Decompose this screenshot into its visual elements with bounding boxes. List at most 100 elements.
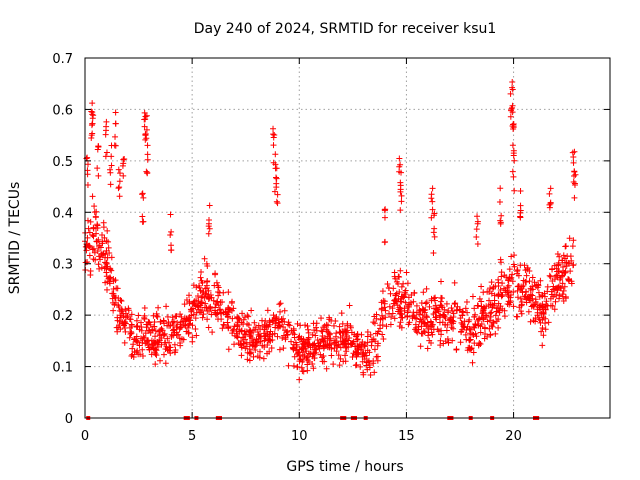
data-point xyxy=(306,350,313,357)
data-point xyxy=(146,346,153,353)
spike-point xyxy=(168,228,175,235)
data-point xyxy=(374,342,381,349)
data-point xyxy=(343,329,350,336)
data-point xyxy=(451,300,458,307)
data-point xyxy=(358,331,365,338)
data-point xyxy=(534,306,541,313)
data-point xyxy=(205,324,212,331)
data-point xyxy=(246,327,253,334)
data-point xyxy=(279,335,286,342)
data-point xyxy=(460,323,467,330)
data-point xyxy=(464,309,471,316)
data-point xyxy=(347,324,354,331)
data-point xyxy=(470,323,477,330)
data-point xyxy=(338,310,345,317)
data-point xyxy=(246,346,253,353)
data-point xyxy=(260,355,267,362)
data-point xyxy=(478,320,485,327)
data-point xyxy=(535,289,542,296)
data-point xyxy=(489,301,496,308)
data-point xyxy=(542,303,549,310)
data-point xyxy=(383,323,390,330)
spike-point xyxy=(274,191,281,198)
data-point xyxy=(170,318,177,325)
data-point xyxy=(337,344,344,351)
data-point xyxy=(326,314,333,321)
spike-point xyxy=(428,195,435,202)
data-point xyxy=(290,362,297,369)
data-point xyxy=(169,322,176,329)
data-point xyxy=(490,319,497,326)
data-point xyxy=(382,307,389,314)
data-point xyxy=(458,329,465,336)
data-point xyxy=(364,328,371,335)
data-point xyxy=(475,342,482,349)
data-point xyxy=(417,316,424,323)
data-point xyxy=(165,319,172,326)
data-point xyxy=(129,351,136,358)
data-point xyxy=(143,338,150,345)
data-point xyxy=(98,264,105,271)
data-point xyxy=(463,336,470,343)
data-point xyxy=(86,252,93,259)
spike-point xyxy=(117,170,124,177)
data-point xyxy=(120,320,127,327)
data-point xyxy=(225,289,232,296)
data-point xyxy=(531,279,538,286)
data-point xyxy=(354,351,361,358)
data-point xyxy=(215,302,222,309)
data-point xyxy=(421,309,428,316)
data-point xyxy=(471,340,478,347)
data-point xyxy=(268,345,275,352)
data-point xyxy=(387,321,394,328)
data-point xyxy=(448,305,455,312)
data-point xyxy=(229,330,236,337)
spike-point xyxy=(115,166,122,173)
data-point xyxy=(422,300,429,307)
spike-point xyxy=(89,130,96,137)
data-point xyxy=(433,305,440,312)
data-point xyxy=(139,346,146,353)
y-tick-label: 0 xyxy=(65,412,73,427)
data-points xyxy=(82,79,579,420)
data-point xyxy=(134,339,141,346)
data-point xyxy=(106,274,113,281)
data-point xyxy=(146,319,153,326)
data-point xyxy=(342,358,349,365)
data-point xyxy=(309,360,316,367)
data-point xyxy=(195,306,202,313)
spike-point xyxy=(139,218,146,225)
data-point xyxy=(424,345,431,352)
data-point xyxy=(190,282,197,289)
data-point xyxy=(397,267,404,274)
data-point xyxy=(514,294,521,301)
data-point xyxy=(434,326,441,333)
data-point xyxy=(364,366,371,373)
data-point xyxy=(438,327,445,334)
data-point xyxy=(470,331,477,338)
data-point xyxy=(276,346,283,353)
data-point xyxy=(247,328,254,335)
data-point xyxy=(97,256,104,263)
data-point xyxy=(428,340,435,347)
data-point xyxy=(207,303,214,310)
spike-point xyxy=(571,173,578,180)
data-point xyxy=(186,292,193,299)
data-point xyxy=(559,291,566,298)
data-point xyxy=(176,335,183,342)
data-point xyxy=(378,312,385,319)
data-point xyxy=(239,334,246,341)
spike-point xyxy=(510,173,517,180)
data-point xyxy=(552,298,559,305)
data-point xyxy=(484,318,491,325)
data-point xyxy=(529,295,536,302)
data-point xyxy=(520,282,527,289)
data-point xyxy=(470,349,477,356)
data-point xyxy=(533,282,540,289)
data-point xyxy=(457,339,464,346)
data-point xyxy=(516,304,523,311)
y-tick-label: 0.4 xyxy=(52,206,73,221)
data-point xyxy=(159,327,166,334)
data-point xyxy=(476,295,483,302)
